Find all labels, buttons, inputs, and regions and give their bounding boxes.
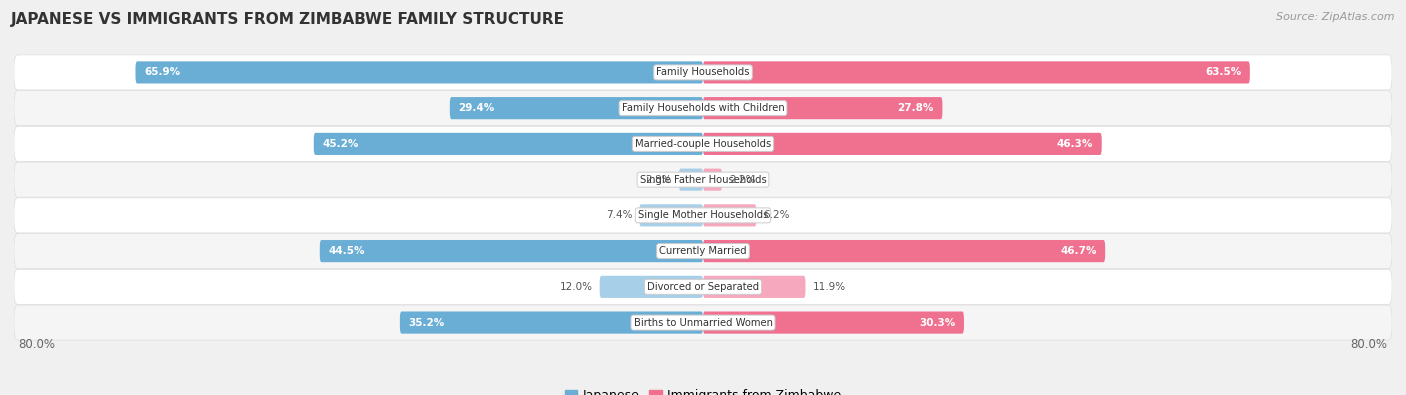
Text: 65.9%: 65.9% xyxy=(143,68,180,77)
Text: Family Households with Children: Family Households with Children xyxy=(621,103,785,113)
FancyBboxPatch shape xyxy=(14,90,1392,126)
FancyBboxPatch shape xyxy=(14,269,1392,305)
Legend: Japanese, Immigrants from Zimbabwe: Japanese, Immigrants from Zimbabwe xyxy=(560,384,846,395)
Text: JAPANESE VS IMMIGRANTS FROM ZIMBABWE FAMILY STRUCTURE: JAPANESE VS IMMIGRANTS FROM ZIMBABWE FAM… xyxy=(11,12,565,27)
Text: Source: ZipAtlas.com: Source: ZipAtlas.com xyxy=(1277,12,1395,22)
FancyBboxPatch shape xyxy=(450,97,703,119)
FancyBboxPatch shape xyxy=(703,169,721,191)
Text: 35.2%: 35.2% xyxy=(409,318,444,327)
FancyBboxPatch shape xyxy=(703,204,756,226)
FancyBboxPatch shape xyxy=(14,126,1392,162)
Text: 7.4%: 7.4% xyxy=(606,211,633,220)
FancyBboxPatch shape xyxy=(640,204,703,226)
Text: 12.0%: 12.0% xyxy=(560,282,593,292)
Text: 27.8%: 27.8% xyxy=(897,103,934,113)
FancyBboxPatch shape xyxy=(14,305,1392,340)
FancyBboxPatch shape xyxy=(703,276,806,298)
FancyBboxPatch shape xyxy=(599,276,703,298)
Text: 80.0%: 80.0% xyxy=(1351,338,1388,351)
FancyBboxPatch shape xyxy=(703,97,942,119)
FancyBboxPatch shape xyxy=(14,198,1392,233)
Text: 46.3%: 46.3% xyxy=(1057,139,1092,149)
FancyBboxPatch shape xyxy=(703,240,1105,262)
Text: Married-couple Households: Married-couple Households xyxy=(636,139,770,149)
Text: 11.9%: 11.9% xyxy=(813,282,845,292)
FancyBboxPatch shape xyxy=(703,133,1102,155)
Text: 6.2%: 6.2% xyxy=(763,211,790,220)
FancyBboxPatch shape xyxy=(14,55,1392,90)
FancyBboxPatch shape xyxy=(14,162,1392,197)
FancyBboxPatch shape xyxy=(679,169,703,191)
Text: Single Mother Households: Single Mother Households xyxy=(638,211,768,220)
Text: Births to Unmarried Women: Births to Unmarried Women xyxy=(634,318,772,327)
FancyBboxPatch shape xyxy=(14,233,1392,269)
Text: 29.4%: 29.4% xyxy=(458,103,495,113)
FancyBboxPatch shape xyxy=(703,312,965,334)
FancyBboxPatch shape xyxy=(399,312,703,334)
FancyBboxPatch shape xyxy=(703,61,1250,83)
Text: 2.8%: 2.8% xyxy=(645,175,672,184)
FancyBboxPatch shape xyxy=(319,240,703,262)
Text: Single Father Households: Single Father Households xyxy=(640,175,766,184)
Text: 30.3%: 30.3% xyxy=(920,318,955,327)
Text: 2.2%: 2.2% xyxy=(728,175,755,184)
Text: Family Households: Family Households xyxy=(657,68,749,77)
Text: Currently Married: Currently Married xyxy=(659,246,747,256)
Text: Divorced or Separated: Divorced or Separated xyxy=(647,282,759,292)
Text: 46.7%: 46.7% xyxy=(1060,246,1097,256)
Text: 45.2%: 45.2% xyxy=(322,139,359,149)
Text: 44.5%: 44.5% xyxy=(329,246,366,256)
Text: 80.0%: 80.0% xyxy=(18,338,55,351)
FancyBboxPatch shape xyxy=(314,133,703,155)
FancyBboxPatch shape xyxy=(135,61,703,83)
Text: 63.5%: 63.5% xyxy=(1205,68,1241,77)
